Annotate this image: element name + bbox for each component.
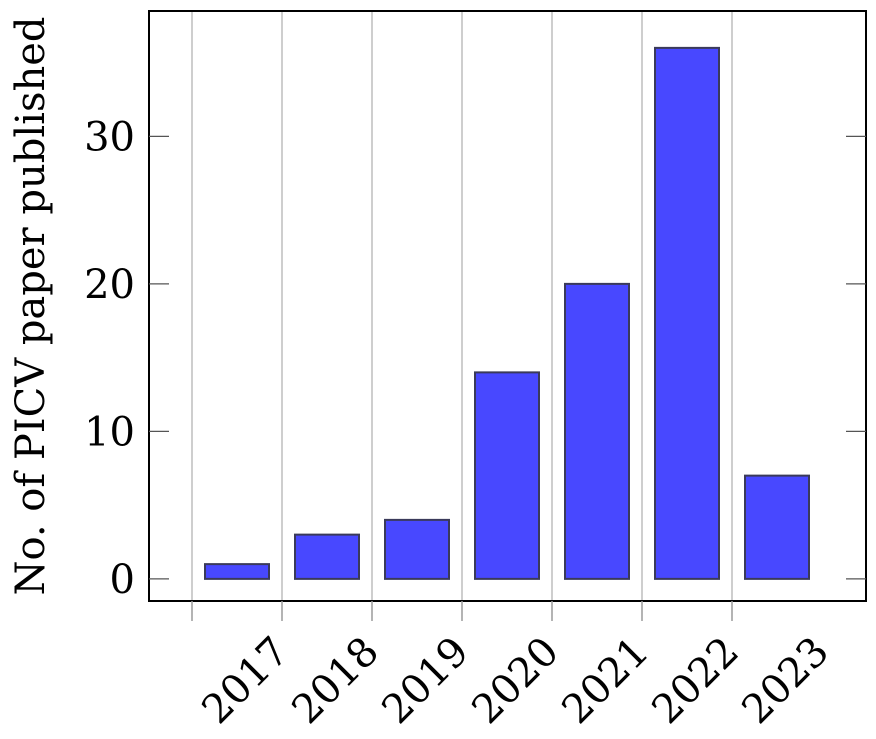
bar-2022: [654, 46, 720, 580]
y-ticks: 0 10 20 30: [84, 114, 866, 603]
plot-frame: [148, 10, 867, 602]
bar-2017: [204, 563, 270, 580]
x-tick-label: 2019: [373, 628, 478, 733]
bar-2020: [474, 371, 540, 580]
x-tick-label: 2023: [733, 628, 838, 733]
y-tick-label: 0: [110, 557, 135, 603]
y-tick-label: 30: [84, 114, 135, 160]
y-axis-label: No. of PICV paper published: [8, 16, 54, 595]
bars: [204, 46, 810, 580]
bar-2023: [744, 474, 810, 580]
x-tick-label: 2018: [283, 628, 388, 733]
grid-lines: [191, 11, 733, 601]
bar-2021: [564, 282, 630, 580]
y-tick-label: 10: [84, 409, 135, 455]
bar-2019: [384, 518, 450, 580]
x-tick-label: 2017: [193, 628, 298, 733]
bar-2018: [294, 533, 360, 580]
x-tick-label: 2020: [463, 628, 568, 733]
y-tick-label: 20: [84, 262, 135, 308]
x-tick-label: 2022: [643, 628, 748, 733]
x-tick-label: 2021: [553, 628, 658, 733]
